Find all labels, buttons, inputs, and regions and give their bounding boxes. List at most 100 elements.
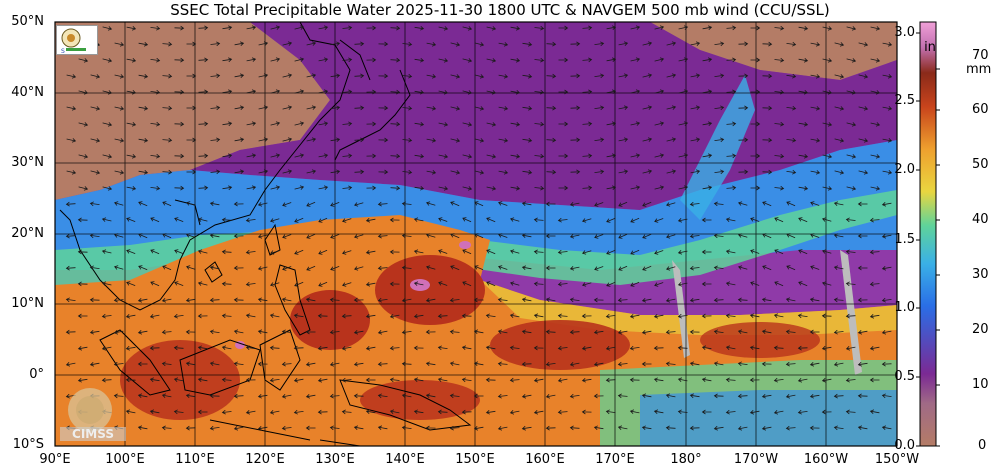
wind-arrow	[677, 313, 688, 319]
wind-arrow	[678, 57, 689, 62]
wind-arrow	[294, 281, 304, 287]
wind-arrow	[726, 185, 737, 191]
wind-arrow	[174, 153, 185, 159]
wind-arrow	[618, 73, 629, 78]
wind-arrow	[161, 329, 172, 335]
wind-arrow	[233, 233, 244, 239]
wind-arrow	[186, 265, 196, 270]
wind-arrow	[798, 154, 809, 159]
wind-arrow	[258, 169, 269, 174]
wind-arrow	[857, 361, 868, 367]
colorbar-unit-mm: mm	[966, 62, 992, 77]
wind-arrow	[713, 361, 724, 366]
wind-arrow	[521, 361, 532, 367]
wind-arrow	[798, 122, 809, 127]
wind-arrow	[426, 138, 437, 143]
wind-arrow	[450, 106, 461, 111]
wind-arrow	[437, 409, 448, 415]
wind-arrow	[282, 137, 293, 142]
wind-arrow	[725, 345, 736, 350]
wind-arrow	[486, 58, 497, 63]
wind-arrow	[774, 281, 784, 287]
wind-arrow	[582, 185, 593, 191]
lon-label: 90°E	[39, 452, 71, 467]
wind-arrow	[401, 233, 412, 239]
wind-arrow	[474, 201, 484, 207]
wind-arrow	[161, 361, 172, 367]
wind-arrow	[869, 249, 880, 255]
wind-arrow	[389, 314, 400, 319]
wind-arrow	[750, 281, 760, 286]
wind-arrow	[294, 57, 305, 62]
wind-arrow	[606, 217, 616, 223]
lon-label: 180°	[670, 452, 702, 467]
wind-arrow	[809, 394, 820, 399]
wind-arrow	[473, 329, 484, 334]
wind-arrow	[822, 26, 833, 31]
wind-arrow	[354, 266, 364, 271]
wind-arrow	[101, 217, 112, 222]
wind-arrow	[809, 297, 820, 302]
wind-arrow	[210, 105, 221, 111]
wind-arrow	[210, 169, 221, 175]
wind-arrow	[162, 137, 173, 143]
wind-arrow	[677, 250, 688, 255]
wind-arrow	[485, 313, 496, 319]
wind-arrow	[197, 409, 208, 415]
wind-arrow	[318, 249, 328, 255]
wind-arrow	[665, 425, 676, 431]
wind-arrow	[534, 57, 545, 63]
wind-arrow	[666, 137, 677, 142]
wind-arrow	[282, 73, 293, 78]
wind-arrow	[330, 73, 341, 78]
wind-arrow	[642, 137, 653, 142]
wind-arrow	[306, 41, 317, 46]
wind-arrow	[738, 169, 749, 175]
wind-arrow	[449, 393, 460, 399]
wind-arrow	[882, 138, 893, 143]
wind-arrow	[618, 201, 628, 207]
wind-arrow	[881, 202, 892, 207]
wind-arrow	[389, 249, 400, 255]
wind-arrow	[126, 249, 136, 254]
wind-arrow	[305, 329, 316, 335]
wind-arrow	[641, 425, 652, 430]
wind-arrow	[762, 265, 772, 271]
wind-arrow	[389, 345, 400, 351]
wind-arrow	[594, 266, 604, 271]
wind-arrow	[522, 169, 533, 175]
wind-arrow	[833, 329, 844, 335]
wind-arrow	[738, 233, 748, 238]
wind-arrow	[414, 58, 425, 63]
wind-arrow	[545, 329, 556, 335]
wind-arrow	[630, 185, 641, 190]
wind-arrow	[390, 153, 401, 159]
wind-arrow	[77, 217, 88, 223]
lon-label: 170°E	[595, 452, 635, 467]
wind-arrow	[617, 361, 628, 367]
wind-arrow	[713, 201, 724, 207]
wind-arrow	[462, 58, 473, 63]
wind-arrow	[701, 217, 712, 223]
wind-arrow	[150, 57, 161, 63]
wind-arrow	[245, 377, 256, 383]
wind-arrow	[306, 137, 317, 142]
wind-arrow	[605, 313, 616, 319]
wind-arrow	[233, 426, 244, 431]
wind-arrow	[833, 393, 844, 399]
wind-arrow	[509, 377, 520, 383]
wind-arrow	[666, 202, 676, 207]
wind-arrow	[114, 42, 125, 47]
wind-arrow	[270, 57, 281, 62]
wind-arrow	[234, 105, 245, 110]
wind-arrow	[486, 90, 497, 95]
wind-arrow	[78, 90, 89, 95]
wind-arrow	[186, 201, 196, 206]
wind-arrow	[509, 410, 520, 415]
wind-arrow	[882, 42, 893, 47]
wind-arrow	[617, 393, 628, 399]
wind-arrow	[798, 90, 809, 95]
wind-arrow	[306, 73, 317, 78]
wind-arrow	[354, 202, 364, 207]
wind-arrow	[342, 89, 353, 95]
